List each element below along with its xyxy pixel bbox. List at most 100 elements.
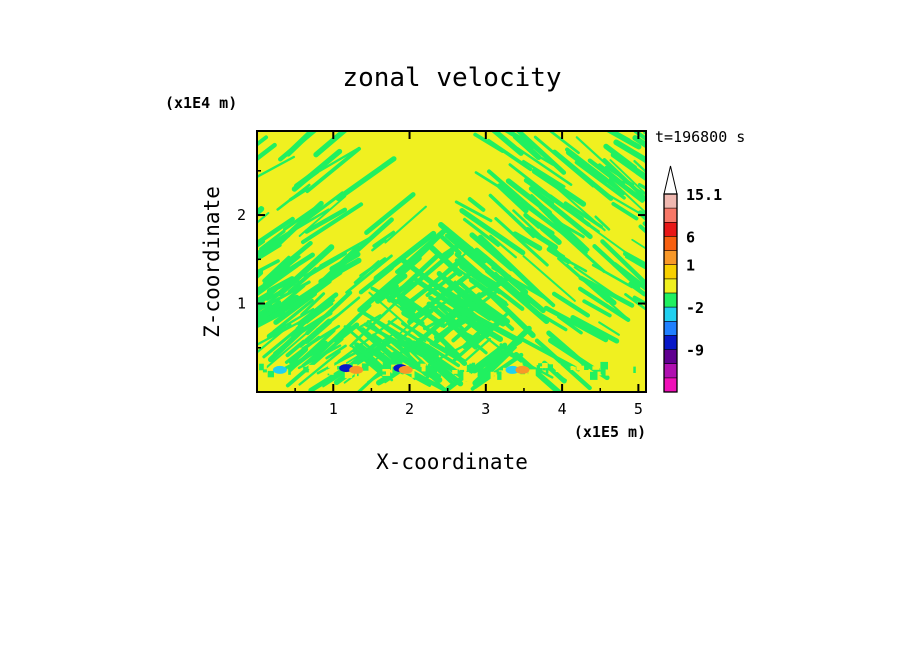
negative-band [600, 239, 646, 287]
negative-band [446, 278, 490, 312]
negative-band [519, 290, 546, 314]
surface-cell [328, 362, 335, 368]
negative-band [742, 118, 774, 137]
negative-band [422, 282, 481, 316]
negative-band [257, 286, 278, 309]
negative-band [466, 275, 491, 297]
negative-band [528, 186, 593, 240]
negative-band [94, 144, 132, 181]
negative-band [823, 149, 857, 178]
y-unit-label: (x1E4 m) [165, 94, 237, 112]
surface-cell [479, 363, 484, 371]
negative-band [148, 126, 205, 168]
negative-band [594, 215, 611, 231]
surface-cell [361, 363, 369, 371]
surface-cell [262, 369, 267, 373]
negative-band [134, 156, 170, 188]
surface-cell [466, 364, 471, 372]
negative-band [543, 305, 609, 343]
negative-band [266, 323, 287, 339]
negative-band [66, 189, 95, 216]
negative-band [751, 203, 788, 228]
surface-cell [421, 365, 428, 372]
negative-band [115, 157, 172, 207]
surface-cell [545, 365, 549, 374]
negative-band [34, 145, 80, 183]
negative-band [285, 337, 344, 388]
surface-feature-strong-positive [515, 365, 530, 374]
negative-band [474, 171, 502, 189]
negative-band [750, 209, 762, 216]
negative-band [462, 267, 481, 283]
surface-feature-strong-negative [272, 365, 287, 374]
negative-band [755, 182, 792, 208]
negative-band [297, 292, 339, 327]
negative-band [181, 159, 213, 179]
negative-band [437, 304, 467, 333]
negative-band [436, 271, 476, 308]
negative-band [318, 257, 362, 285]
negative-band [401, 321, 441, 349]
surface-cell [425, 369, 429, 379]
negative-band [277, 284, 306, 308]
negative-band [531, 168, 587, 207]
negative-band [395, 237, 439, 274]
negative-band [300, 292, 326, 317]
negative-band [257, 243, 282, 262]
negative-band [316, 351, 358, 375]
negative-band [97, 163, 139, 191]
negative-band [134, 128, 165, 146]
negative-band [98, 135, 113, 148]
negative-band [304, 207, 348, 234]
negative-band [257, 300, 282, 322]
negative-band [313, 131, 349, 158]
negative-band [99, 204, 155, 259]
negative-band [315, 314, 339, 331]
surface-cell [623, 362, 628, 371]
surface-cell [287, 366, 291, 375]
negative-band [291, 310, 333, 339]
negative-band [556, 227, 606, 273]
negative-band [5, 142, 61, 172]
negative-band [459, 208, 526, 256]
negative-band [753, 160, 793, 188]
negative-band [471, 301, 504, 326]
negative-band [404, 227, 446, 265]
surface-cell [536, 365, 542, 374]
surface-cell [431, 367, 437, 377]
negative-band [133, 160, 183, 204]
negative-band [194, 114, 255, 159]
negative-band [177, 122, 217, 157]
negative-band [306, 279, 332, 300]
negative-band [490, 131, 524, 156]
negative-band [574, 160, 626, 200]
negative-band [697, 166, 710, 178]
axes: 1 2 3 4 5 1 2 [237, 131, 646, 418]
negative-band [512, 133, 542, 161]
negative-band [642, 221, 646, 228]
negative-band [524, 214, 555, 236]
y-tick-label: 1 [237, 295, 246, 313]
negative-band [747, 168, 785, 205]
negative-band [512, 231, 543, 251]
negative-band [394, 280, 457, 339]
negative-band [62, 125, 120, 156]
negative-band [446, 319, 478, 350]
negative-band [362, 311, 418, 347]
negative-band [598, 321, 620, 336]
negative-band [303, 251, 347, 279]
negative-band [143, 178, 193, 219]
negative-band [389, 279, 415, 298]
x-axis-label: X-coordinate [376, 450, 528, 474]
negative-band [170, 142, 183, 154]
negative-band [623, 251, 646, 268]
negative-band [135, 224, 190, 275]
negative-band [305, 298, 335, 324]
colorbar-bin [664, 293, 677, 308]
surface-cell [459, 369, 465, 380]
negative-band [487, 169, 543, 219]
negative-band [467, 197, 486, 212]
colorbar-bin [664, 307, 677, 322]
negative-band [577, 286, 631, 322]
negative-band [282, 307, 315, 328]
